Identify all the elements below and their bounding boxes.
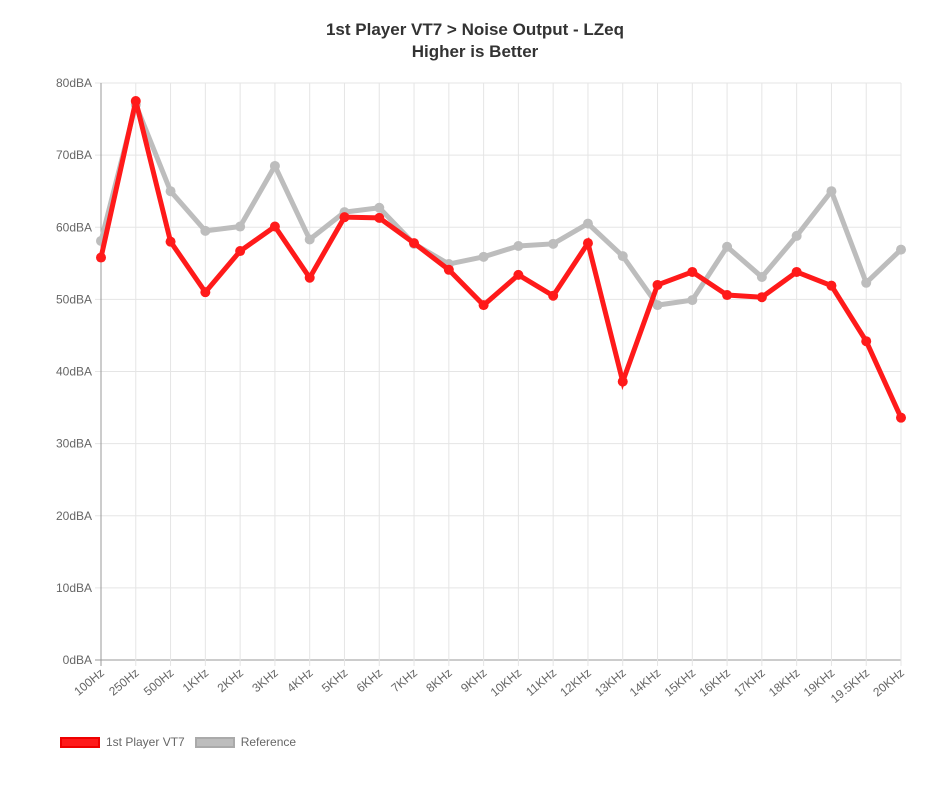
data-point	[165, 186, 176, 197]
y-tick-label: 0dBA	[63, 653, 92, 667]
x-tick-label: 12KHz	[557, 666, 594, 700]
data-point	[722, 241, 733, 252]
data-point	[374, 202, 385, 213]
x-tick-label: 18KHz	[766, 666, 803, 700]
data-point	[687, 295, 698, 306]
y-tick-label: 50dBA	[56, 292, 92, 306]
y-tick-label: 30dBA	[56, 437, 92, 451]
x-tick-label: 1KHz	[180, 666, 211, 696]
data-point	[617, 251, 628, 262]
data-point	[791, 230, 802, 241]
data-point	[409, 238, 420, 249]
data-point	[235, 246, 246, 257]
data-point	[861, 336, 872, 347]
data-point	[339, 212, 350, 223]
x-tick-label: 5KHz	[319, 666, 350, 696]
series-line	[98, 96, 903, 308]
data-point	[200, 225, 211, 236]
x-tick-label: 9KHz	[458, 666, 489, 696]
data-point	[165, 236, 176, 247]
data-point	[896, 412, 906, 423]
x-tick-label: 19.5KHz	[828, 666, 872, 706]
data-point	[478, 300, 489, 311]
data-point	[304, 234, 315, 245]
series-line	[98, 100, 904, 419]
data-point	[722, 290, 733, 301]
legend: 1st Player VT7 Reference	[60, 735, 306, 749]
data-point	[374, 212, 385, 223]
x-tick-label: 8KHz	[423, 666, 454, 696]
legend-swatch-reference	[194, 736, 235, 748]
data-point	[269, 221, 280, 232]
x-tick-label: 100Hz	[71, 666, 107, 699]
data-point	[130, 96, 141, 107]
data-point	[826, 280, 837, 291]
data-point	[756, 292, 767, 303]
y-tick-label: 10dBA	[56, 581, 92, 595]
legend-item-reference[interactable]: Reference	[194, 735, 297, 749]
x-tick-label: 20KHz	[870, 666, 907, 700]
x-tick-label: 3KHz	[249, 666, 280, 696]
x-tick-label: 13KHz	[592, 666, 629, 700]
x-tick-label: 2KHz	[215, 666, 246, 696]
x-tick-label: 14KHz	[627, 666, 664, 700]
x-tick-label: 15KHz	[662, 666, 699, 700]
legend-swatch-player	[60, 736, 100, 748]
data-point	[826, 186, 837, 197]
data-point	[861, 277, 872, 288]
legend-label: Reference	[240, 735, 297, 749]
data-point	[513, 241, 524, 252]
x-tick-label: 500Hz	[141, 666, 177, 699]
x-tick-label: 7KHz	[388, 666, 419, 696]
data-point	[200, 287, 211, 298]
legend-item-player[interactable]: 1st Player VT7	[60, 735, 185, 749]
y-tick-label: 20dBA	[56, 509, 92, 523]
data-point	[756, 272, 767, 283]
y-tick-label: 60dBA	[56, 220, 92, 234]
chart-title: 1st Player VT7 > Noise Output - LZeq	[325, 20, 625, 39]
y-tick-label: 80dBA	[56, 76, 92, 90]
data-point	[582, 238, 593, 249]
legend-label: 1st Player VT7	[106, 735, 185, 749]
data-point	[652, 279, 663, 290]
y-tick-label: 70dBA	[56, 148, 92, 162]
data-point	[96, 252, 106, 263]
x-tick-label: 4KHz	[284, 666, 315, 696]
data-point	[304, 272, 315, 283]
x-tick-label: 6KHz	[354, 666, 385, 696]
data-point	[269, 160, 280, 171]
data-point	[548, 238, 559, 249]
x-tick-label: 10KHz	[488, 666, 525, 700]
data-point	[896, 244, 906, 255]
data-point	[513, 269, 524, 280]
x-tick-label: 17KHz	[731, 666, 768, 700]
data-point	[582, 218, 593, 229]
data-point	[617, 376, 628, 387]
x-tick-label: 11KHz	[523, 666, 559, 699]
data-point	[791, 266, 802, 277]
data-point	[478, 251, 489, 262]
x-tick-label: 16KHz	[696, 666, 733, 700]
data-point	[443, 264, 454, 275]
data-point	[548, 290, 559, 301]
x-tick-label: 250Hz	[106, 666, 142, 699]
y-tick-label: 40dBA	[56, 365, 92, 379]
data-point	[235, 221, 246, 232]
data-point	[652, 300, 663, 311]
chart-subtitle: Higher is Better	[411, 42, 539, 61]
data-point	[687, 266, 698, 277]
